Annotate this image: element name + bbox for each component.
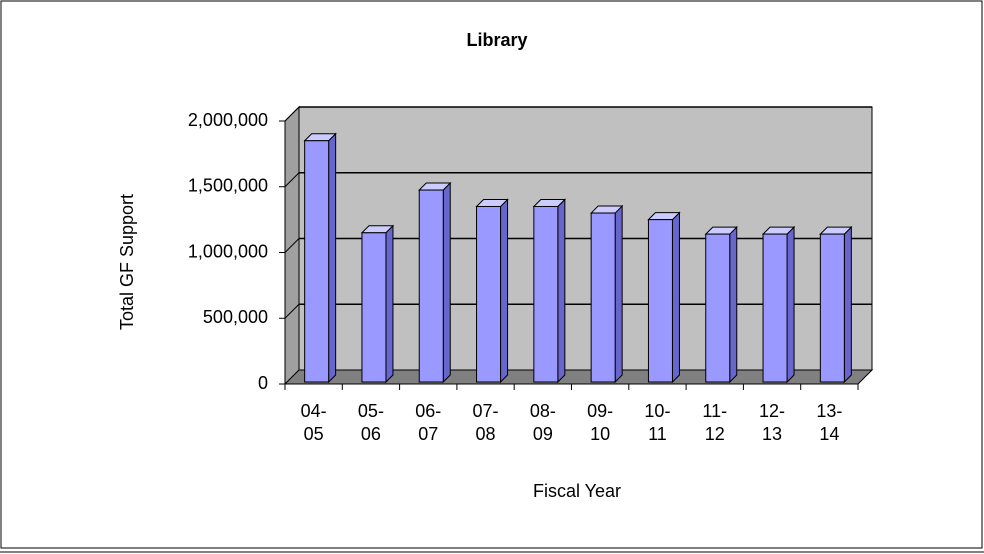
bar-side (557, 198, 566, 384)
bar (590, 212, 616, 383)
bar (647, 219, 673, 383)
grid-line (284, 238, 300, 253)
x-axis-title: Fiscal Year (533, 481, 621, 501)
y-tick-label: 1,000,000 (188, 241, 268, 261)
x-tick-label: 06-07 (415, 401, 442, 444)
y-tick-label: 2,000,000 (188, 110, 268, 130)
x-tick-label: 08-09 (529, 401, 556, 444)
x-tick-label: 04-05 (300, 401, 327, 444)
y-tick-label: 1,500,000 (188, 176, 268, 196)
bar (418, 189, 444, 383)
x-tick-label: 05-06 (357, 401, 384, 444)
bar (361, 232, 387, 383)
bar (533, 205, 559, 383)
x-tick-label: 11-12 (702, 401, 728, 444)
y-tick-label: 500,000 (203, 307, 268, 327)
bar-side (385, 224, 394, 384)
y-tick-label: 0 (258, 373, 268, 393)
bar-side (328, 132, 337, 384)
x-tick-label: 10-11 (644, 401, 671, 444)
bar (762, 233, 788, 383)
bar (705, 233, 731, 383)
bar (819, 233, 845, 383)
x-tick-label: 12-13 (759, 401, 786, 444)
bar-side (786, 225, 795, 384)
bar-side (500, 198, 509, 384)
x-tick-label: 09-10 (587, 401, 614, 444)
y-axis-title: Total GF Support (117, 194, 137, 330)
bar-side (843, 225, 852, 384)
bar (476, 205, 502, 383)
grid-line (284, 106, 300, 122)
bar (304, 140, 330, 383)
x-tick-label: 07-08 (472, 401, 499, 444)
grid-line (284, 303, 300, 319)
chart-title: Library (466, 30, 527, 50)
bar-side (614, 204, 623, 384)
x-tick-label: 13-14 (816, 401, 843, 444)
bar-side (442, 181, 451, 384)
bar-side (671, 211, 680, 384)
bar-side (729, 225, 738, 384)
grid-line (284, 172, 300, 188)
